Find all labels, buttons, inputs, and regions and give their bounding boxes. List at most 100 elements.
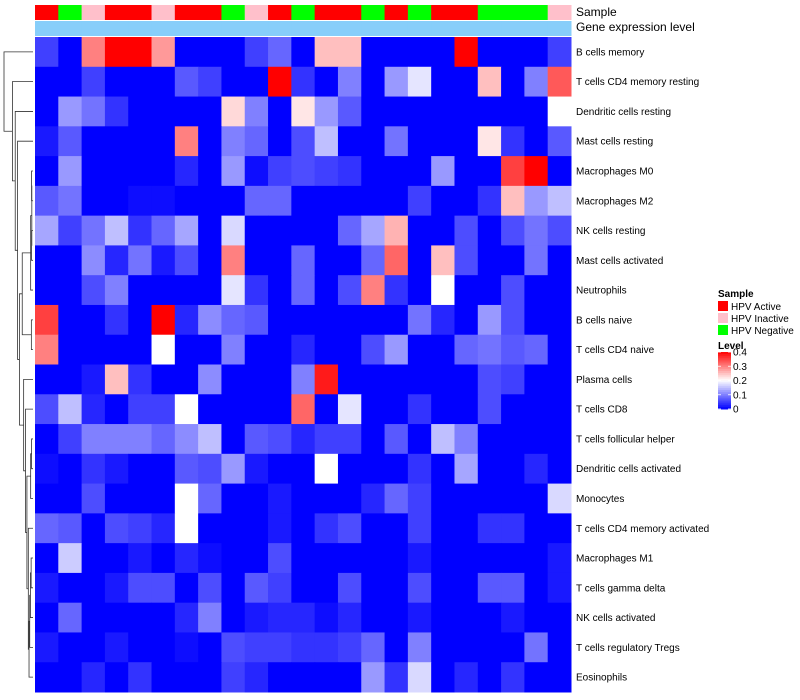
heatmap-cell <box>524 215 549 246</box>
heatmap-cell <box>221 453 246 485</box>
heatmap-cell <box>501 602 525 633</box>
heatmap-cell <box>198 334 222 365</box>
heatmap-cell <box>58 513 83 544</box>
heatmap-cell <box>547 156 572 187</box>
heatmap-cell <box>104 513 129 544</box>
heatmap-cell <box>151 513 176 544</box>
heatmap-cell <box>104 572 129 604</box>
heatmap-cell <box>174 156 199 187</box>
heatmap-cell <box>314 662 339 693</box>
heatmap-cell <box>174 185 199 217</box>
heatmap-cell <box>151 483 176 514</box>
heatmap-cell <box>314 602 339 633</box>
heatmap-cell <box>431 572 455 604</box>
heatmap-cell <box>81 602 106 633</box>
heatmap-cell <box>337 662 362 693</box>
heatmap-cell <box>431 453 455 485</box>
heatmap-cell <box>501 304 525 336</box>
heatmap-cell <box>104 453 129 485</box>
heatmap-cell <box>291 543 316 574</box>
heatmap-cell <box>244 513 269 544</box>
row-label: Plasma cells <box>576 375 632 386</box>
sample-annotation-cell <box>128 5 153 20</box>
heatmap-cell <box>221 632 246 663</box>
expression-annotation-cell <box>477 21 502 36</box>
heatmap-cell <box>198 304 222 336</box>
heatmap-cell <box>314 334 339 365</box>
heatmap-cell <box>407 572 432 604</box>
heatmap-cell <box>524 334 549 365</box>
level-colorbar-segment <box>718 374 731 378</box>
heatmap-cell <box>174 394 199 425</box>
heatmap-cell <box>104 304 129 336</box>
heatmap-cell <box>477 275 502 306</box>
heatmap-cell <box>81 37 106 68</box>
sample-annotation-cell <box>58 5 83 20</box>
heatmap-cell <box>174 662 199 693</box>
heatmap-cell <box>104 126 129 157</box>
heatmap-cell <box>151 96 176 127</box>
heatmap-cell <box>477 185 502 217</box>
heatmap-cell <box>81 662 106 693</box>
heatmap-cell <box>547 513 572 544</box>
heatmap-cell <box>104 37 129 68</box>
heatmap-cell <box>524 304 549 336</box>
heatmap-cell <box>58 185 83 217</box>
heatmap-cell <box>407 513 432 544</box>
heatmap-cell <box>314 126 339 157</box>
heatmap-cell <box>384 37 409 68</box>
level-colorbar-segment <box>718 386 731 389</box>
heatmap-cell <box>501 632 525 663</box>
heatmap-cell <box>547 37 572 68</box>
heatmap-cell <box>35 37 59 68</box>
heatmap-cell <box>174 424 199 455</box>
level-colorbar-segment <box>718 401 731 404</box>
row-label: NK cells activated <box>576 613 655 624</box>
heatmap-cell <box>454 364 479 395</box>
heatmap-cell <box>547 126 572 157</box>
heatmap-cell <box>547 543 572 574</box>
heatmap-cell <box>314 215 339 246</box>
heatmap-cell <box>361 215 386 246</box>
heatmap-cell <box>174 632 199 663</box>
heatmap-cell <box>477 245 502 276</box>
heatmap-cells <box>35 37 572 693</box>
heatmap-cell <box>128 572 153 604</box>
sample-legend-label: HPV Negative <box>731 326 794 337</box>
heatmap-cell <box>198 513 222 544</box>
heatmap-cell <box>314 275 339 306</box>
heatmap-cell <box>35 632 59 663</box>
sample-annotation-cell <box>104 5 129 20</box>
heatmap-cell <box>547 185 572 217</box>
heatmap-cell <box>58 37 83 68</box>
heatmap-cell <box>291 394 316 425</box>
heatmap-cell <box>291 185 316 217</box>
heatmap-cell <box>407 245 432 276</box>
heatmap-cell <box>384 334 409 365</box>
sample-annotation-cell <box>81 5 106 20</box>
row-label: Dendritic cells resting <box>576 107 671 118</box>
heatmap-cell <box>431 602 455 633</box>
heatmap-cell <box>501 126 525 157</box>
heatmap-cell <box>198 126 222 157</box>
heatmap-cell <box>501 96 525 127</box>
heatmap-cell <box>407 275 432 306</box>
sample-legend-swatch <box>718 325 728 335</box>
heatmap-cell <box>244 66 269 98</box>
heatmap-cell <box>501 364 525 395</box>
heatmap-cell <box>547 602 572 633</box>
sample-legend-label: HPV Inactive <box>731 314 789 325</box>
heatmap-cell <box>291 275 316 306</box>
heatmap-cell <box>174 304 199 336</box>
heatmap-cell <box>174 275 199 306</box>
expression-annotation-cell <box>151 21 176 36</box>
heatmap-cell <box>384 156 409 187</box>
heatmap-cell <box>337 185 362 217</box>
heatmap-cell <box>198 572 222 604</box>
heatmap-cell <box>244 632 269 663</box>
heatmap-cell <box>128 513 153 544</box>
heatmap-cell <box>104 334 129 365</box>
heatmap-cell <box>58 602 83 633</box>
heatmap-cell <box>58 215 83 246</box>
heatmap-cell <box>244 602 269 633</box>
